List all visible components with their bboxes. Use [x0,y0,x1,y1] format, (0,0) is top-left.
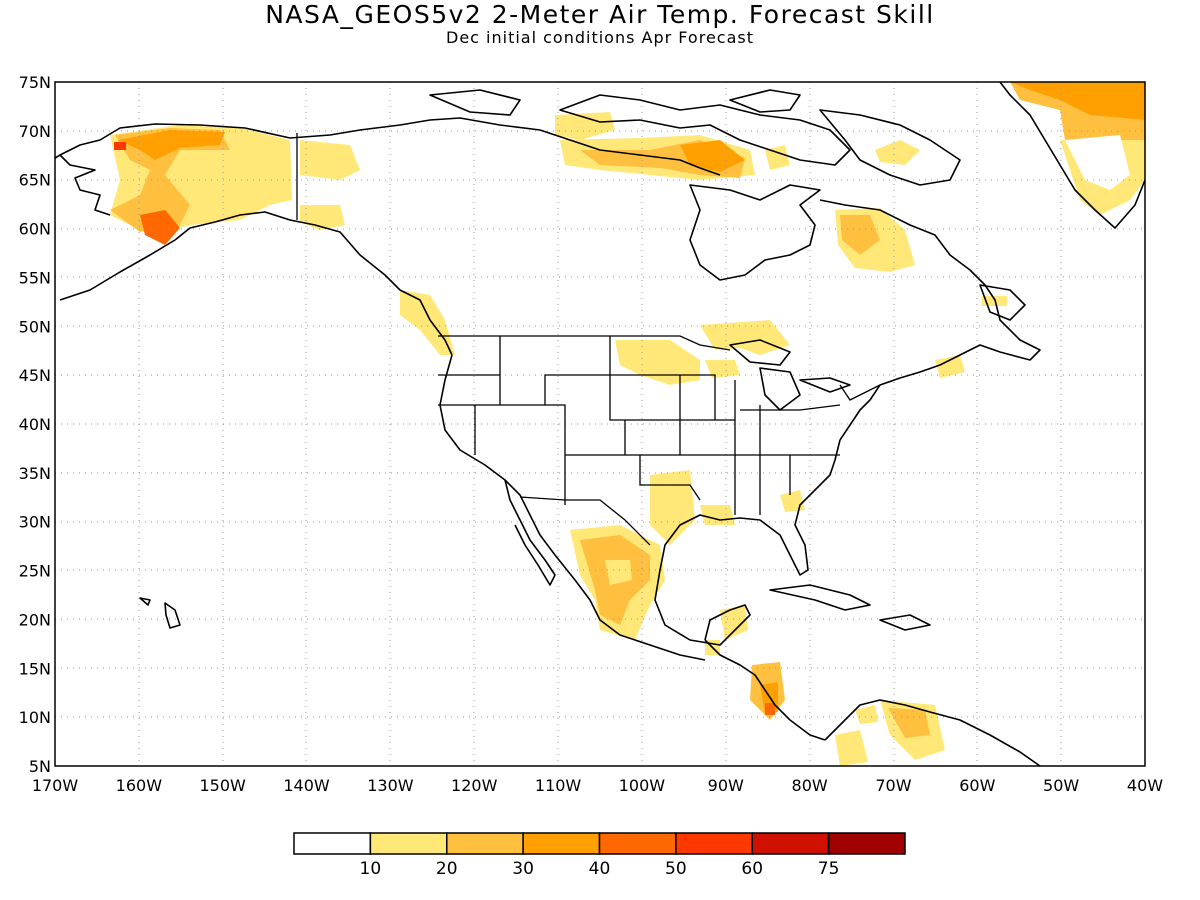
colorbar-swatch [369,832,448,855]
skill-region-alaska-high [118,130,225,160]
skill-region-arctic-4 [680,140,745,172]
lat-tick-label: 55N [19,268,51,287]
colorbar-swatch [827,832,906,855]
lat-tick-label: 65N [19,171,51,190]
skill-region-alaska-south [140,210,180,245]
skill-region-yukon [300,140,360,180]
lon-tick-label: 70W [875,776,911,795]
skill-region-great-lakes [700,320,790,355]
skill-region-mexico-inner [605,560,632,585]
lon-tick-label: 130W [367,776,414,795]
lon-tick-label: 160W [116,776,163,795]
colorbar-swatch [446,832,524,855]
lon-tick-label: 170W [32,776,79,795]
skill-region-costa-rica [765,703,775,715]
colorbar-label: 60 [741,859,763,879]
skill-region-arctic-1 [555,112,615,140]
colorbar-label: 10 [360,859,382,879]
skill-region-alaska-peak [114,142,126,150]
lat-tick-label: 70N [19,122,51,141]
skill-region-baffin [875,140,920,165]
colorbar-swatch [675,832,753,855]
longitude-axis: 170W 160W 150W 140W 130W 120W 110W 100W 90W 80W 70… [32,776,1163,795]
skill-region-louisiana [700,505,735,525]
lon-tick-label: 50W [1043,776,1079,795]
map-subtitle: Dec initial conditions Apr Forecast [446,28,754,47]
lon-tick-label: 110W [535,776,582,795]
coastlines [55,82,1145,766]
skill-region-alaska-mid [110,128,230,232]
lon-tick-label: 100W [619,776,666,795]
colorbar-swatch [751,832,830,855]
lon-tick-label: 120W [451,776,498,795]
colorbar-label: 40 [589,859,611,879]
skill-region-georgia [780,490,805,512]
colorbar-label: 75 [818,859,840,879]
lat-tick-label: 25N [19,562,51,581]
lon-tick-label: 40W [1127,776,1163,795]
lat-tick-label: 5N [29,757,51,776]
latitude-axis: 5N 10N 15N 20N 25N 30N 35N 40N 45N 50N 55N 60N 65N 70… [19,73,51,776]
lat-tick-label: 45N [19,366,51,385]
skill-region-nova-scotia [935,355,965,378]
lon-tick-label: 90W [708,776,744,795]
skill-region-yucatan [720,605,748,640]
lat-tick-label: 75N [19,73,51,92]
colorbar-label: 30 [512,859,534,879]
lat-tick-label: 50N [19,317,51,336]
skill-region-labrador-mid [840,215,880,255]
colorbar-label: 50 [665,859,687,879]
lon-tick-label: 140W [283,776,330,795]
skill-shading [110,82,1145,766]
colorbar-swatch [522,832,601,855]
skill-region-greenland-low [1065,135,1130,190]
skill-region-texas [650,470,695,545]
lat-tick-label: 10N [19,708,51,727]
lat-tick-label: 60N [19,220,51,239]
skill-region-bc [300,205,345,230]
map-title: NASA_GEOS5v2 2-Meter Air Temp. Forecast … [265,0,935,29]
lon-tick-label: 60W [959,776,995,795]
colorbar-swatch [598,832,677,855]
lat-tick-label: 15N [19,659,51,678]
skill-region-plains [615,340,700,385]
lon-tick-label: 150W [200,776,247,795]
lat-tick-label: 30N [19,513,51,532]
skill-region-colombia [835,730,868,766]
colorbar-label: 20 [436,859,458,879]
lat-tick-label: 35N [19,464,51,483]
borders [296,133,881,546]
colorbar: 10 20 30 40 50 60 75 [293,832,906,879]
lon-tick-label: 80W [792,776,828,795]
plot-frame [54,81,1146,767]
skill-region-colombia-north [855,705,878,724]
skill-region-minnesota [705,360,740,378]
skill-region-pacific-nw [400,290,455,355]
gridlines [55,82,1145,766]
lat-tick-label: 20N [19,610,51,629]
colorbar-swatch [293,832,372,855]
skill-region-venezuela-mid [888,708,930,738]
lat-tick-label: 40N [19,415,51,434]
skill-region-greenland-high [1010,82,1145,120]
